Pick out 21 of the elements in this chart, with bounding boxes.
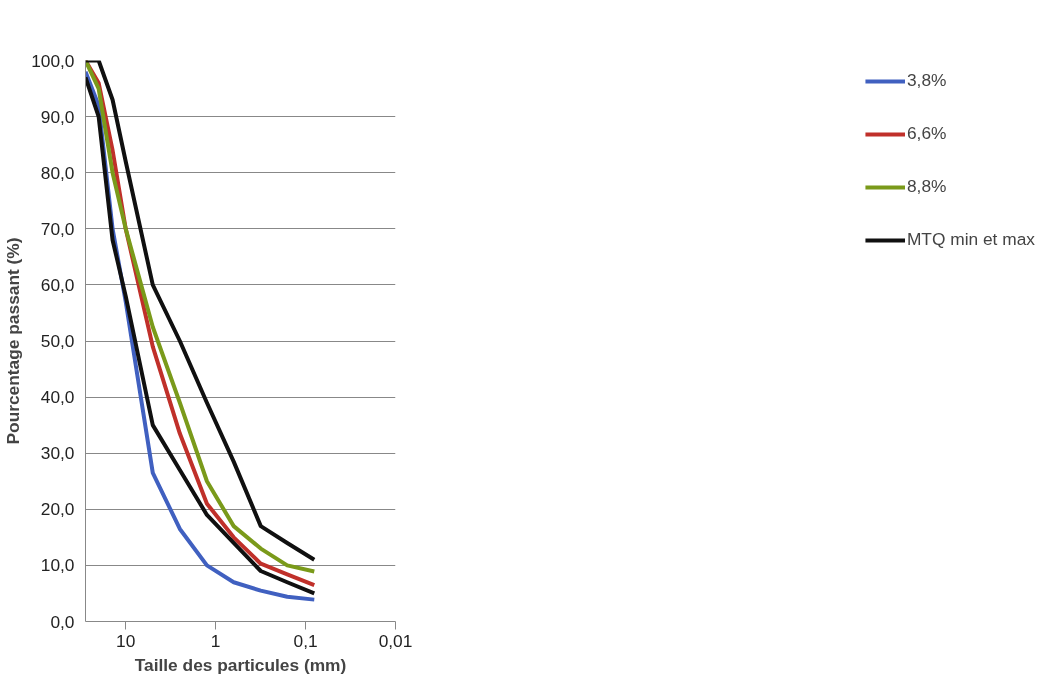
legend-label: 3,8% bbox=[906, 70, 947, 91]
y-tick-label: 50,0 bbox=[40, 331, 75, 351]
y-axis-title: Pourcentage passant (%) bbox=[3, 237, 24, 445]
y-tick-label: 90,0 bbox=[40, 106, 75, 127]
x-tick-label: 1 bbox=[210, 630, 221, 651]
y-tick-label: 80,0 bbox=[40, 162, 75, 183]
x-tick-label: 0,01 bbox=[378, 630, 413, 651]
y-tick-label: 0,0 bbox=[50, 611, 75, 632]
legend-label: MTQ min et max bbox=[906, 229, 1035, 250]
y-tick-label: 70,0 bbox=[40, 218, 75, 239]
x-tick-label: 0,1 bbox=[293, 630, 318, 651]
y-tick-label: 10,0 bbox=[40, 555, 75, 576]
y-tick-label: 40,0 bbox=[40, 387, 75, 408]
y-tick-label: 100,0 bbox=[31, 50, 75, 71]
y-tick-label: 20,0 bbox=[40, 499, 75, 520]
legend-label: 8,8% bbox=[906, 176, 947, 197]
y-tick-label: 30,0 bbox=[40, 443, 75, 464]
y-tick-label: 60,0 bbox=[40, 274, 75, 295]
x-axis-title: Taille des particules (mm) bbox=[134, 654, 347, 675]
legend-label: 6,6% bbox=[906, 123, 947, 144]
x-tick-label: 10 bbox=[116, 630, 136, 651]
